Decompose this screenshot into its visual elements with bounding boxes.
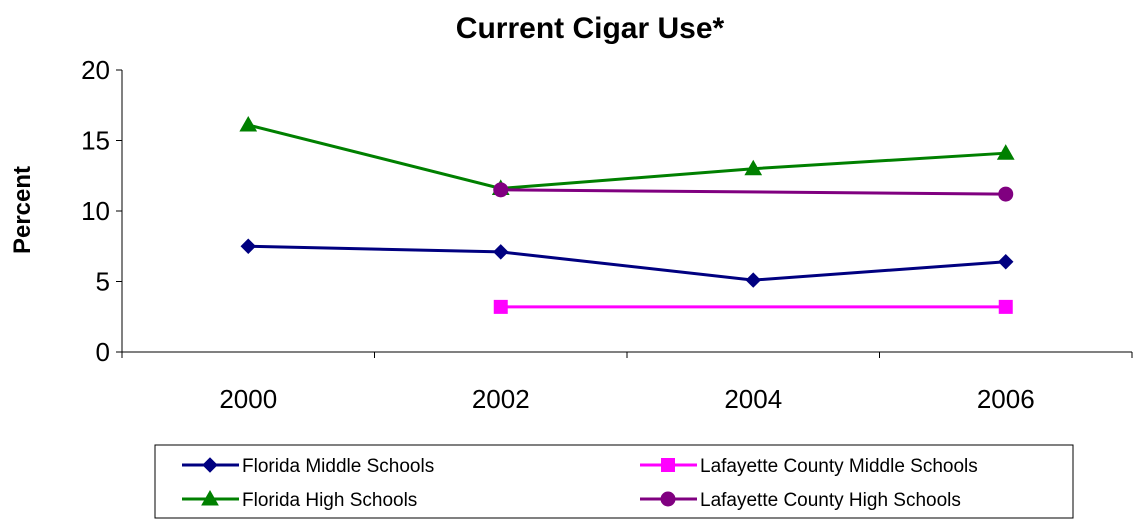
legend-item: Florida Middle Schools xyxy=(182,456,434,477)
x-tick-label: 2000 xyxy=(219,384,277,414)
legend-item: Lafayette County High Schools xyxy=(640,490,961,511)
x-tick-label: 2004 xyxy=(724,384,782,414)
legend-item: Lafayette County Middle Schools xyxy=(640,456,978,477)
data-point xyxy=(996,144,1015,160)
series-line xyxy=(248,244,1006,282)
x-tick-label: 2006 xyxy=(977,384,1035,414)
legend: Florida Middle Schools Lafayette County M… xyxy=(154,444,1074,519)
data-point xyxy=(493,299,508,314)
y-tick-label: 5 xyxy=(96,267,110,297)
legend-label: Lafayette County High Schools xyxy=(700,490,961,511)
legend-label: Lafayette County Middle Schools xyxy=(700,456,978,477)
series-line xyxy=(247,123,1006,190)
chart-title: Current Cigar Use* xyxy=(456,12,725,45)
data-point xyxy=(998,186,1014,202)
series-4 xyxy=(493,182,1014,202)
series-layer xyxy=(239,115,1015,314)
y-tick-label: 15 xyxy=(81,126,110,156)
data-point xyxy=(998,254,1014,270)
legend-label: Florida Middle Schools xyxy=(242,456,434,477)
data-point xyxy=(998,299,1013,314)
legend-item: Florida High Schools xyxy=(182,489,417,511)
y-tick-label: 0 xyxy=(96,337,110,367)
series-2 xyxy=(493,299,1013,314)
legend-box xyxy=(154,444,1074,519)
data-point xyxy=(745,272,761,288)
data-point xyxy=(239,115,258,132)
legend-marker xyxy=(661,458,675,472)
legend-label: Florida High Schools xyxy=(242,490,417,511)
y-axis-label: Percent xyxy=(9,166,36,254)
series-line xyxy=(500,188,1006,196)
data-point xyxy=(744,159,763,176)
y-tick-label: 10 xyxy=(81,196,110,226)
data-point xyxy=(240,238,256,254)
data-point xyxy=(493,244,509,260)
y-tick-label: 20 xyxy=(81,55,110,85)
legend-marker xyxy=(201,489,219,506)
series-1 xyxy=(240,238,1014,288)
series-3 xyxy=(239,115,1015,195)
legend-marker xyxy=(202,457,218,473)
data-point xyxy=(493,182,509,198)
axes: 0 5 10 15 20 2000 2002 2004 2006 xyxy=(81,55,1133,414)
legend-marker xyxy=(660,491,676,507)
x-tick-label: 2002 xyxy=(472,384,530,414)
